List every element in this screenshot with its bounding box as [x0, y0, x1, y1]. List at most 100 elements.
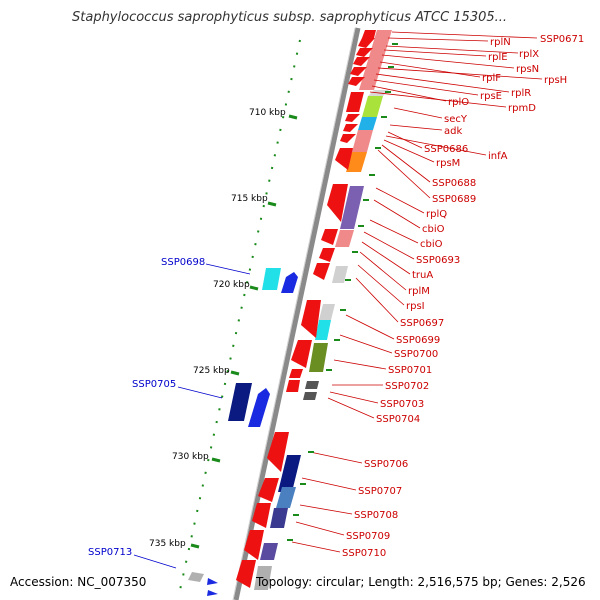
- topology-text: Topology: circular; Length: 2,516,575 bp…: [256, 575, 586, 589]
- leader-line: [177, 386, 223, 399]
- gene-arrow: [321, 229, 338, 245]
- scale-tick-715: [267, 201, 277, 207]
- gene-arrow: [313, 263, 330, 280]
- gene-label: rplE: [488, 52, 508, 63]
- gene-arrow: [258, 478, 279, 502]
- scale-label-710: 710 kbp: [249, 108, 286, 118]
- leader-line: [299, 504, 353, 515]
- leader-line: [375, 73, 510, 93]
- right-leaders: [291, 31, 543, 553]
- gene-label: SSP0704: [376, 414, 420, 425]
- gene-arrow: [353, 57, 370, 66]
- gene-label: rplF: [482, 73, 501, 84]
- leader-line: [363, 231, 415, 260]
- gene-arrow: [301, 300, 321, 338]
- gene-arrow: [345, 114, 360, 122]
- scale-label-735: 735 kbp: [149, 539, 186, 549]
- scale-tick-710: [288, 114, 298, 120]
- cog-block: [359, 30, 392, 90]
- gene-label: adk: [444, 126, 462, 137]
- gene-arrow: [350, 67, 367, 76]
- leader-line: [381, 144, 431, 183]
- gene-arrow-blue: [281, 272, 298, 293]
- scale-track: [179, 39, 301, 591]
- reverse-genes: [188, 268, 298, 596]
- gene-label: SSP0689: [432, 194, 476, 205]
- leader-line: [301, 477, 357, 491]
- leader-line: [361, 241, 411, 275]
- leader-line: [383, 49, 487, 57]
- scale-label-720: 720 kbp: [213, 280, 250, 290]
- leader-line: [379, 61, 481, 78]
- leader-line: [391, 31, 538, 39]
- leader-line: [393, 107, 443, 119]
- cog-block: [303, 392, 317, 400]
- leader-line: [329, 391, 379, 404]
- scale-ticks: [190, 114, 298, 549]
- scale-label-715: 715 kbp: [231, 194, 268, 204]
- leader-line: [373, 199, 421, 229]
- scale-tick-725: [230, 370, 240, 376]
- cog-block: [254, 566, 272, 590]
- gene-label: rpsI: [406, 301, 425, 312]
- leader-line: [371, 85, 447, 102]
- gene-arrow: [358, 38, 375, 48]
- leader-line: [339, 334, 393, 354]
- leader-line: [381, 54, 515, 69]
- leader-line: [309, 451, 363, 464]
- leader-line: [327, 397, 375, 419]
- gene-label: rpsH: [544, 75, 567, 86]
- gene-arrow: [343, 124, 358, 132]
- gene-label: rplO: [448, 97, 469, 108]
- leader-line: [385, 135, 487, 156]
- cog-block: [362, 96, 383, 117]
- cog-block: [319, 304, 335, 320]
- scale-tick-720: [249, 285, 259, 291]
- gene-label: SSP0686: [424, 144, 468, 155]
- leader-line: [377, 67, 543, 80]
- gene-arrow: [340, 134, 356, 143]
- leader-line: [359, 251, 407, 291]
- cog-block: [346, 152, 367, 172]
- leader-line: [205, 263, 251, 275]
- genome-backbone: [233, 27, 361, 600]
- leader-line: [355, 277, 399, 323]
- gene-arrow-blue: [248, 388, 270, 427]
- gene-arrow-ssp0705: [228, 383, 252, 421]
- scale-tick-735: [190, 543, 200, 549]
- gene-label: SSP0699: [396, 335, 440, 346]
- cog-block: [305, 381, 319, 389]
- gene-label: rplN: [490, 37, 511, 48]
- gene-arrow: [289, 369, 303, 378]
- cog-block: [276, 487, 296, 508]
- gene-arrow-blue: [207, 590, 218, 596]
- forward-genes: [236, 30, 376, 588]
- gene-label-left: SSP0713: [88, 547, 132, 558]
- gene-label: rpmD: [508, 103, 536, 114]
- leader-line: [133, 554, 177, 569]
- leader-line: [333, 359, 387, 370]
- gene-label: truA: [412, 270, 433, 281]
- cog-strip: [254, 30, 392, 590]
- leader-line: [377, 149, 431, 199]
- gene-label: SSP0700: [394, 349, 438, 360]
- gene-tick-markers: [287, 43, 398, 541]
- gene-label: rplM: [408, 286, 430, 297]
- gene-label: SSP0710: [342, 548, 386, 559]
- leader-line: [369, 219, 419, 244]
- gene-label: rpsM: [436, 158, 460, 169]
- gene-label: SSP0707: [358, 486, 402, 497]
- gene-arrow: [286, 380, 300, 392]
- genome-backbone-shadow: [232, 27, 356, 600]
- cog-block: [278, 455, 301, 492]
- scale-label-730: 730 kbp: [172, 452, 209, 462]
- leader-line: [291, 541, 341, 553]
- gene-arrow: [267, 432, 289, 472]
- leader-line: [295, 521, 345, 536]
- gene-arrow: [291, 340, 312, 368]
- scale-tick-730: [211, 457, 221, 463]
- leader-line: [383, 139, 435, 163]
- gene-arrow-ssp0713: [188, 572, 204, 582]
- gene-label-left: SSP0705: [132, 379, 176, 390]
